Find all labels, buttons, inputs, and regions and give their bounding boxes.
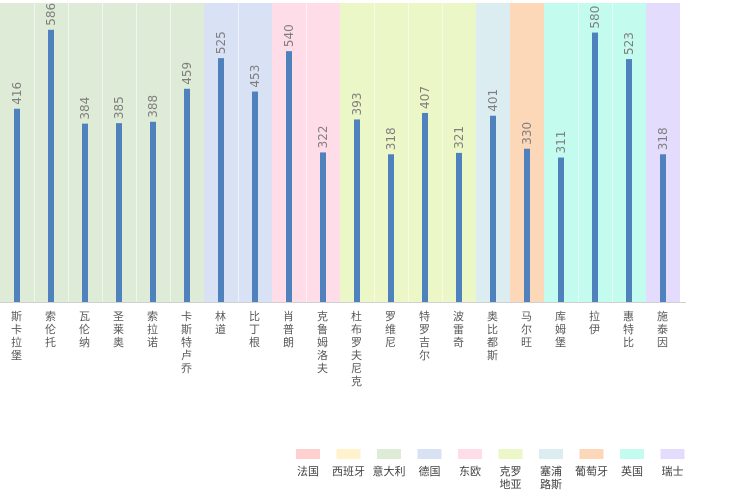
legend-swatch-9 [660, 449, 685, 459]
bar-9 [320, 152, 326, 302]
bar-3 [116, 123, 122, 303]
value-label-10: 393 [350, 93, 364, 116]
legend-label-6: 塞浦路斯 [540, 464, 562, 491]
value-label-6: 525 [214, 31, 228, 54]
value-label-1: 586 [44, 3, 58, 26]
value-label-13: 321 [452, 126, 466, 149]
legend-label-5: 克罗地亚 [500, 465, 522, 491]
legend-label-2: 意大利 [373, 464, 406, 478]
bar-7 [252, 91, 258, 303]
bar-19 [660, 154, 666, 302]
bar-16 [558, 157, 564, 302]
bar-10 [354, 119, 360, 302]
legend-swatch-3 [417, 449, 442, 459]
value-label-2: 384 [78, 97, 92, 120]
bar-1 [48, 29, 54, 302]
value-label-4: 388 [146, 95, 160, 118]
category-label-7: 比丁根 [249, 310, 260, 349]
category-label-10: 杜布罗夫尼克 [351, 309, 362, 388]
category-label-18: 惠特比 [623, 309, 634, 349]
legend-label-1: 西班牙 [332, 465, 365, 478]
legend-swatch-2 [377, 449, 401, 459]
category-labels: 斯卡拉堡 索伦托 瓦伦纳 圣莱奥 索拉诺 卡斯特卢乔 林道 比丁根 肖普朗 克鲁姆洛夫 杜布罗夫尼克… [11, 309, 668, 388]
bar-5 [184, 88, 190, 302]
legend-swatch-0 [296, 449, 320, 459]
category-label-6: 林道 [215, 309, 226, 336]
value-label-14: 401 [486, 89, 500, 112]
bar-18 [626, 59, 632, 303]
legend-label-7: 葡萄牙 [575, 465, 608, 478]
category-label-13: 波雷奇 [453, 310, 464, 349]
legend-swatch-6 [539, 449, 563, 459]
bar-2 [82, 123, 88, 302]
value-label-5: 459 [180, 62, 194, 85]
category-label-5: 卡斯特卢乔 [181, 310, 192, 375]
bar-11 [388, 154, 394, 302]
bar-8 [286, 51, 292, 303]
legend-label-8: 英国 [621, 464, 643, 478]
value-label-19: 318 [656, 127, 670, 150]
value-label-11: 318 [384, 127, 398, 150]
value-label-7: 453 [248, 65, 262, 88]
category-label-3: 圣莱奥 [113, 310, 124, 349]
value-label-12: 407 [418, 86, 432, 109]
legend-label-4: 东欧 [459, 465, 481, 478]
value-label-16: 311 [554, 131, 568, 154]
bar-15 [524, 148, 530, 302]
category-label-0: 斯卡拉堡 [11, 310, 22, 362]
category-label-4: 索拉诺 [147, 309, 158, 349]
value-label-18: 523 [622, 32, 636, 55]
legend-swatch-5 [498, 449, 523, 459]
legend-swatch-7 [579, 449, 604, 459]
category-label-11: 罗维尼 [385, 310, 396, 349]
legend-swatch-8 [620, 449, 644, 459]
value-label-15: 330 [520, 122, 534, 145]
value-label-9: 322 [316, 126, 330, 149]
bar-14 [490, 115, 496, 302]
category-label-2: 瓦伦纳 [79, 310, 90, 349]
legend-swatch-1 [336, 449, 361, 459]
category-label-17: 拉伊 [589, 309, 600, 336]
category-label-15: 马尔旺 [521, 310, 532, 349]
bar-12 [422, 112, 428, 303]
category-label-19: 施泰因 [657, 310, 668, 349]
category-label-1: 索伦托 [45, 309, 56, 349]
legend-label-3: 德国 [419, 464, 441, 478]
bar-17 [592, 32, 598, 302]
value-label-8: 540 [282, 24, 296, 47]
bar-4 [150, 121, 156, 303]
bar-0 [14, 108, 20, 302]
category-label-9: 克鲁姆洛夫 [317, 310, 328, 375]
group-bands [0, 3, 680, 302]
value-label-0: 416 [10, 82, 24, 105]
bar-13 [456, 152, 462, 302]
legend-swatch-4 [458, 449, 482, 459]
category-label-12: 特罗吉尔 [419, 309, 430, 362]
legend-label-9: 瑞士 [662, 464, 684, 478]
value-labels: 416 586 384 385 388 459 525 453 540 322 393 318 407 3… [10, 3, 670, 154]
value-label-17: 580 [588, 6, 602, 29]
bar-6 [218, 58, 224, 303]
bars [14, 29, 666, 303]
category-label-16: 库姆堡 [555, 310, 566, 349]
value-label-3: 385 [112, 96, 126, 119]
legend-label-0: 法国 [297, 464, 319, 478]
category-label-14: 奥比都斯 [487, 309, 498, 362]
category-label-8: 肖普朗 [283, 309, 294, 349]
